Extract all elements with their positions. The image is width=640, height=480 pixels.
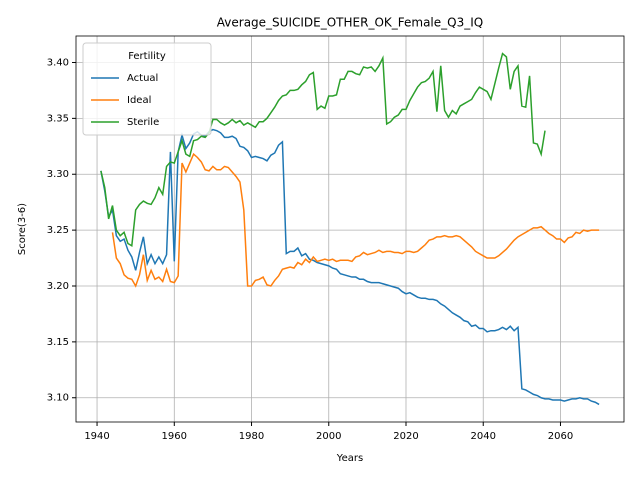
x-tick-label: 2040 [471,431,496,442]
line-series [100,128,600,406]
plot-frame [75,35,625,423]
y-tick-label: 3.15 [47,337,69,348]
legend-title: Fertility [128,51,166,62]
y-tick-label: 3.25 [47,225,69,236]
legend-label: Actual [127,73,158,84]
y-tick-label: 3.10 [47,393,69,404]
y-tick-label: 3.35 [47,113,69,124]
legend-label: Ideal [127,95,151,106]
x-tick-label: 2000 [316,431,341,442]
chart-title: Average_SUICIDE_OTHER_OK_Female_Q3_IQ [217,16,483,30]
line-series [111,152,600,288]
legend-label: Sterile [127,117,159,128]
y-tick-label: 3.30 [47,169,69,180]
x-tick-label: 1960 [162,431,187,442]
line-series [100,52,546,247]
x-axis-label: Years [336,453,363,464]
y-axis-label: Score(3-6) [17,203,28,255]
y-tick-label: 3.40 [47,57,69,68]
y-tick-label: 3.20 [47,281,69,292]
x-tick-label: 2020 [393,431,418,442]
x-tick-label: 2060 [548,431,573,442]
legend-box [82,42,212,136]
x-tick-label: 1940 [84,431,109,442]
x-tick-label: 1980 [239,431,264,442]
